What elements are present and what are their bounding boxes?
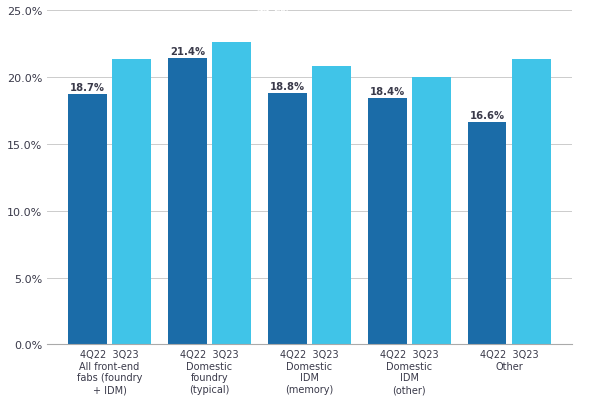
- Bar: [212, 43, 251, 344]
- Text: 20.0%: 20.0%: [436, 44, 491, 74]
- Text: 18.7%: 18.7%: [70, 83, 105, 93]
- Bar: [467, 123, 506, 344]
- Text: 21.3%: 21.3%: [136, 26, 191, 56]
- Bar: [412, 78, 451, 344]
- Text: 18.4%: 18.4%: [370, 87, 405, 97]
- Text: 18.8%: 18.8%: [269, 82, 305, 92]
- Bar: [512, 60, 551, 344]
- Bar: [168, 59, 207, 344]
- Bar: [312, 67, 351, 344]
- Text: 16.6%: 16.6%: [470, 111, 505, 121]
- Text: 21.3%: 21.3%: [535, 26, 592, 56]
- Bar: [68, 95, 107, 344]
- Bar: [368, 99, 407, 344]
- Text: 22.6%: 22.6%: [236, 9, 292, 39]
- Text: 20.8%: 20.8%: [335, 33, 391, 63]
- Bar: [112, 60, 151, 344]
- Bar: [268, 94, 307, 344]
- Text: 21.4%: 21.4%: [170, 47, 205, 57]
